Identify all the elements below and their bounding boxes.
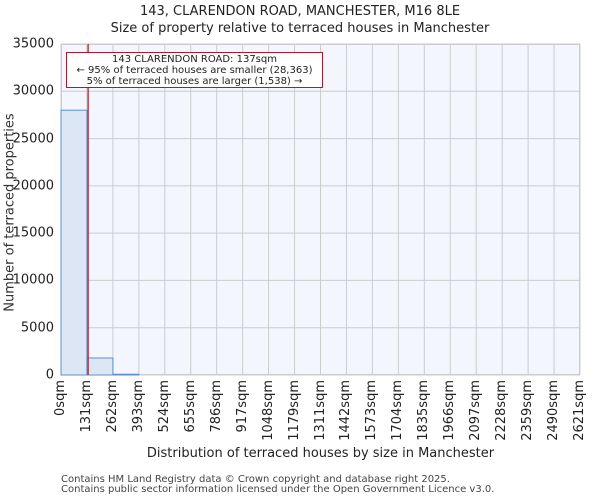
- annotation-line-3: 5% of terraced houses are larger (1,538)…: [86, 76, 303, 87]
- x-tick-label: 262sqm: [104, 380, 120, 433]
- chart-title: 143, CLARENDON ROAD, MANCHESTER, M16 8LE: [139, 4, 461, 19]
- annotation-line-2: ← 95% of terraced houses are smaller (28…: [76, 65, 313, 76]
- x-axis-label: Distribution of terraced houses by size …: [146, 446, 495, 461]
- x-tick-label: 1573sqm: [364, 380, 380, 441]
- x-tick-label: 1835sqm: [416, 380, 432, 441]
- x-tick-label: 2228sqm: [494, 380, 510, 441]
- x-tick-label: 1442sqm: [338, 380, 354, 441]
- x-tick-label: 786sqm: [208, 380, 224, 433]
- x-tick-label: 655sqm: [182, 380, 198, 433]
- histogram-bar: [112, 373, 140, 376]
- x-tick-label: 1048sqm: [260, 380, 276, 441]
- x-tick-label: 1704sqm: [390, 380, 406, 441]
- property-annotation: 143 CLARENDON ROAD: 137sqm ← 95% of terr…: [66, 52, 323, 88]
- y-tick-label: 5000: [20, 320, 54, 336]
- x-tick-label: 1311sqm: [312, 380, 328, 441]
- x-tick-label: 2621sqm: [572, 380, 587, 441]
- x-tick-label: 2490sqm: [546, 380, 562, 441]
- x-tick-label: 2359sqm: [520, 380, 536, 441]
- x-tick-label: 0sqm: [53, 380, 68, 416]
- footer-licence: Contains public sector information licen…: [61, 484, 495, 495]
- y-tick-label: 15000: [12, 225, 54, 241]
- x-tick-label: 2097sqm: [468, 380, 484, 441]
- footer-copyright: Contains HM Land Registry data © Crown c…: [61, 474, 450, 485]
- y-axis-label: Number of terraced properties: [2, 113, 18, 312]
- x-tick-label: 393sqm: [130, 380, 146, 433]
- x-tick-label: 1179sqm: [286, 380, 302, 441]
- x-tick-label: 917sqm: [234, 380, 250, 433]
- chart-subtitle: Size of property relative to terraced ho…: [110, 21, 490, 36]
- y-tick-label: 20000: [12, 178, 54, 194]
- y-tick-label: 0: [45, 367, 54, 383]
- x-tick-label: 1966sqm: [442, 380, 458, 441]
- y-tick-label: 25000: [12, 131, 54, 147]
- x-tick-label: 131sqm: [78, 380, 94, 433]
- y-tick-label: 30000: [12, 83, 54, 99]
- annotation-line-1: 143 CLARENDON ROAD: 137sqm: [112, 54, 277, 65]
- histogram-bar: [60, 109, 88, 376]
- x-tick-label: 524sqm: [156, 380, 172, 433]
- histogram-bar: [86, 357, 114, 376]
- y-tick-label: 10000: [12, 272, 54, 288]
- y-tick-label: 35000: [12, 36, 54, 52]
